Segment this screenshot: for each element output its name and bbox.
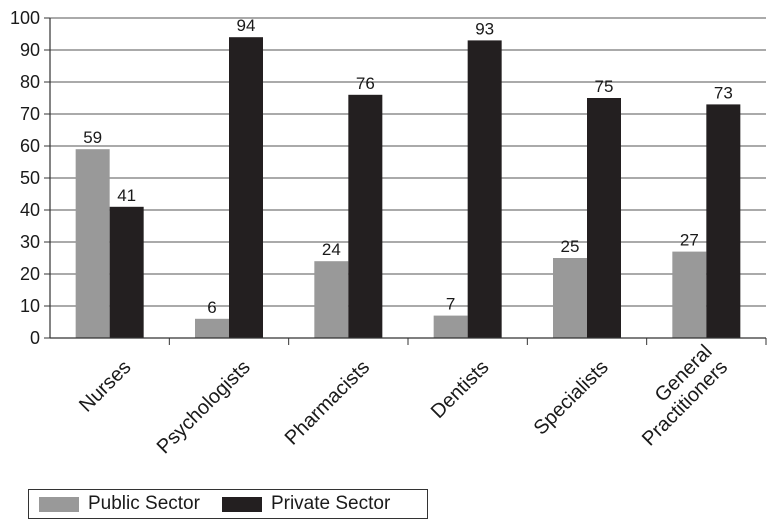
bar-public	[553, 258, 587, 338]
legend-item-public: Public Sector	[39, 493, 200, 515]
y-tick-label: 40	[20, 200, 40, 220]
legend-swatch-private	[221, 496, 262, 512]
x-tick-label: GeneralPractitioners	[622, 341, 732, 451]
data-label: 24	[322, 240, 341, 259]
x-tick-label-line: Pharmacists	[281, 356, 374, 449]
x-tick-label: Dentists	[427, 356, 494, 423]
legend: Public Sector Private Sector	[28, 489, 428, 519]
x-tick-label-line: Nurses	[75, 356, 135, 416]
y-tick-label: 60	[20, 136, 40, 156]
data-label: 93	[475, 19, 494, 38]
x-tick-label: Pharmacists	[281, 356, 374, 449]
y-tick-label: 10	[20, 296, 40, 316]
data-label: 27	[680, 231, 699, 250]
data-label: 6	[207, 298, 216, 317]
bars	[75, 37, 741, 339]
y-tick-label: 90	[20, 40, 40, 60]
bar-public	[195, 318, 229, 338]
gridlines	[50, 17, 766, 307]
y-tick-label: 80	[20, 72, 40, 92]
x-tick-label: Psychologists	[153, 356, 255, 458]
y-tick-label: 50	[20, 168, 40, 188]
bar-private	[706, 104, 741, 339]
legend-label-private: Private Sector	[270, 493, 391, 514]
x-axis-ticks: Nurses Psychologists Pharmacists Dentists Sp…	[75, 338, 767, 458]
y-tick-label: 30	[20, 232, 40, 252]
data-label: 41	[117, 186, 136, 205]
data-label: 25	[561, 237, 580, 256]
y-tick-label: 0	[30, 328, 40, 348]
bar-private	[109, 206, 144, 338]
x-tick-label-line: Specialists	[530, 356, 613, 439]
y-tick-label: 20	[20, 264, 40, 284]
data-label: 73	[714, 83, 733, 102]
data-labels: 59 41 6 94 24 76 7 93 25 75 27 73	[83, 16, 733, 317]
bar-chart: 0 10 20 30 40 50 60 70 80 90 100 59 41 6 94 24 76 7 93 25 7…	[10, 8, 767, 458]
legend-label-public: Public Sector	[88, 493, 200, 514]
x-tick-label: Nurses	[75, 356, 135, 416]
data-label: 76	[356, 74, 375, 93]
legend-swatch-public	[39, 496, 79, 512]
y-axis-ticks: 0 10 20 30 40 50 60 70 80 90 100	[10, 8, 50, 348]
bar-public	[314, 261, 349, 338]
x-tick-label-line: Psychologists	[153, 356, 255, 458]
bar-private	[587, 98, 621, 338]
bar-public	[75, 149, 110, 338]
x-tick-label: Specialists	[530, 356, 613, 439]
y-tick-label: 100	[10, 8, 40, 28]
legend-item-private: Private Sector	[221, 493, 391, 515]
bar-private	[229, 37, 263, 338]
data-label: 94	[237, 16, 256, 35]
bar-public	[433, 315, 468, 338]
y-tick-label: 70	[20, 104, 40, 124]
data-label: 75	[595, 77, 614, 96]
bar-private	[348, 94, 383, 338]
bar-public	[672, 251, 707, 338]
data-label: 7	[446, 295, 455, 314]
x-tick-label-line: Dentists	[427, 356, 494, 423]
bar-private	[467, 40, 502, 339]
data-label: 59	[83, 128, 102, 147]
